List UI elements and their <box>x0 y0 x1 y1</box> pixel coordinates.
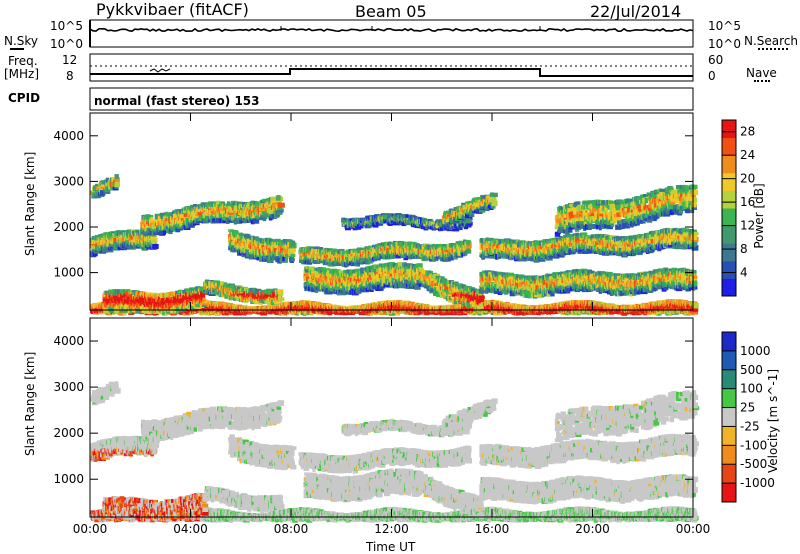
cpid-panel-frame <box>90 88 693 110</box>
noise-sky-line <box>90 29 693 31</box>
noise-panel-frame <box>90 20 693 47</box>
freq-line <box>90 69 693 76</box>
freq-jitter <box>150 69 170 72</box>
plot-canvas: 1000200030004000100020003000400000:00 04:… <box>0 0 800 554</box>
